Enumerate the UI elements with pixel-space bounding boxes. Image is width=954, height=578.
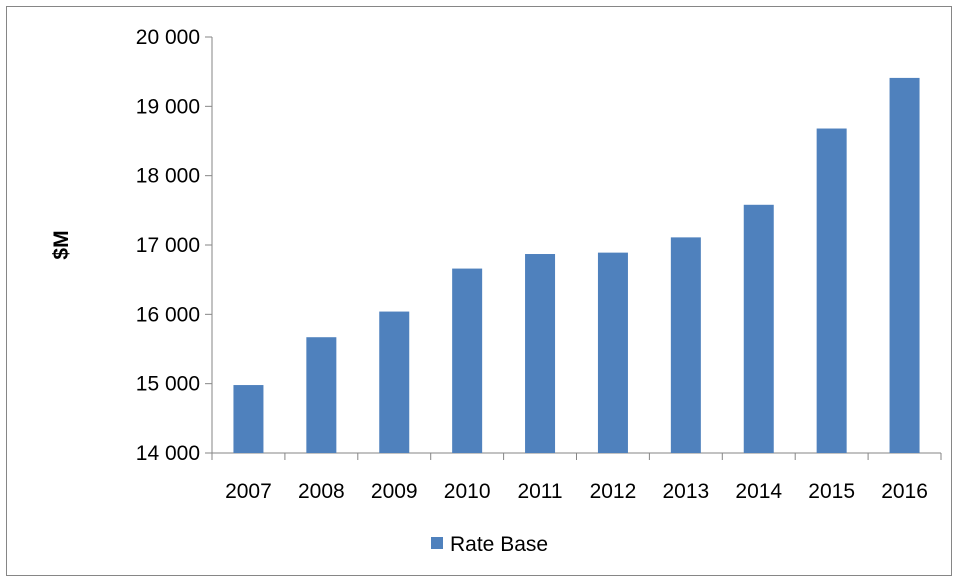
bar-2012	[597, 252, 628, 453]
x-tick-label: 2012	[590, 480, 637, 503]
y-tick-label: 20 000	[136, 26, 200, 49]
bar-2016	[889, 77, 920, 453]
bar-2014	[743, 204, 774, 453]
legend: Rate Base	[431, 533, 548, 556]
x-tick-label: 2011	[517, 480, 562, 503]
x-tick-label: 2014	[735, 480, 782, 503]
bar-2013	[670, 237, 701, 453]
x-axis: 2007 2008 2009 2010 2011 2012 2013 2014 2015 2016	[211, 452, 942, 503]
bar-2011	[525, 254, 556, 453]
y-tick-label: 18 000	[136, 165, 200, 188]
y-tick-label: 17 000	[136, 234, 200, 257]
y-tick-label: 14 000	[136, 442, 200, 465]
y-axis: 14 000 15 000 16 000 17 000 18 000 19 000 20 0…	[136, 26, 213, 465]
x-tick-label: 2015	[808, 480, 855, 503]
y-tick-label: 19 000	[136, 95, 200, 118]
x-tick-label: 2013	[662, 480, 709, 503]
bar-2009	[379, 311, 410, 453]
legend-label-rate-base: Rate Base	[450, 533, 548, 556]
x-tick-label: 2007	[225, 480, 272, 503]
y-tick-label: 15 000	[136, 373, 200, 396]
bar-2015	[816, 128, 847, 453]
x-tick-label: 2008	[298, 480, 345, 503]
y-axis-title: $M	[50, 230, 73, 259]
bar-2010	[452, 268, 483, 453]
legend-swatch-rate-base	[431, 537, 443, 549]
bar-2008	[306, 337, 337, 453]
x-tick-label: 2016	[881, 480, 928, 503]
bar-2007	[233, 385, 264, 453]
x-tick-label: 2010	[444, 480, 491, 503]
x-tick-label: 2009	[371, 480, 418, 503]
y-tick-label: 16 000	[136, 303, 200, 326]
bars	[233, 77, 920, 453]
